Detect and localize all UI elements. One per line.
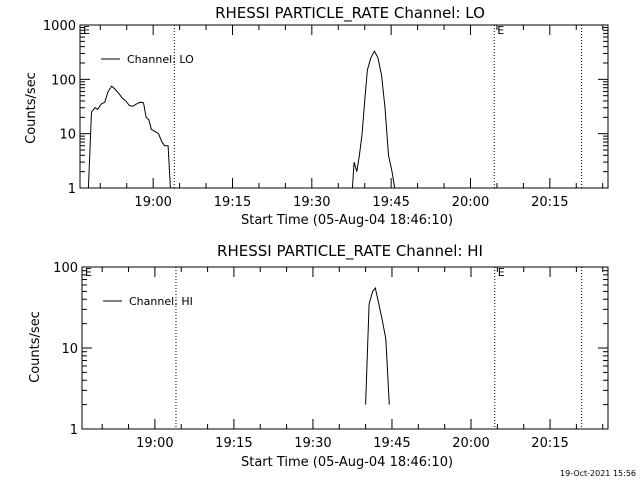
y-tick-label: 100 xyxy=(53,261,78,276)
plot-frame xyxy=(79,24,609,189)
chart-title-lo: RHESSI PARTICLE_RATE Channel: LO xyxy=(215,4,485,23)
x-tick-label: 19:00 xyxy=(136,436,173,451)
x-tick-label: 19:45 xyxy=(373,436,410,451)
y-tick-label: 100 xyxy=(51,73,76,88)
y-tick-label: 1 xyxy=(70,423,78,438)
plot-frame xyxy=(81,266,609,430)
event-marker-label: E xyxy=(85,266,92,279)
series-line xyxy=(87,50,396,189)
panel-lo: RHESSI PARTICLE_RATE Channel: LO Start T… xyxy=(24,4,609,228)
event-marker-label: E xyxy=(498,266,505,279)
legend-label: Channel: LO xyxy=(127,53,194,66)
y-axis-label-lo: Counts/sec xyxy=(24,72,39,144)
chart-title-hi: RHESSI PARTICLE_RATE Channel: HI xyxy=(217,242,483,261)
x-axis-label-hi: Start Time (05-Aug-04 18:46:10) xyxy=(241,455,453,470)
x-tick-label: 19:15 xyxy=(215,436,252,451)
y-tick-label: 10 xyxy=(59,128,76,143)
x-tick-label: 19:30 xyxy=(294,436,331,451)
y-axis-label-hi: Counts/sec xyxy=(28,311,43,383)
y-tick-label: 1000 xyxy=(43,19,76,34)
panel-hi: RHESSI PARTICLE_RATE Channel: HI Start T… xyxy=(28,242,609,470)
x-tick-label: 20:00 xyxy=(452,436,489,451)
x-tick-label: 19:45 xyxy=(372,195,409,210)
y-tick-label: 1 xyxy=(68,182,76,197)
x-tick-label: 19:00 xyxy=(134,195,171,210)
x-axis-label-lo: Start Time (05-Aug-04 18:46:10) xyxy=(241,213,453,228)
footer-timestamp: 19-Oct-2021 15:56 xyxy=(560,469,636,478)
event-marker-label: E xyxy=(497,24,504,37)
x-tick-label: 19:30 xyxy=(293,195,330,210)
series-line xyxy=(365,286,390,405)
x-tick-label: 20:00 xyxy=(452,195,489,210)
x-tick-label: 20:15 xyxy=(531,195,568,210)
event-marker-label: E xyxy=(83,24,90,37)
y-tick-label: 10 xyxy=(61,342,78,357)
x-tick-label: 20:15 xyxy=(531,436,568,451)
legend-label: Channel: HI xyxy=(129,295,193,308)
x-tick-label: 19:15 xyxy=(214,195,251,210)
